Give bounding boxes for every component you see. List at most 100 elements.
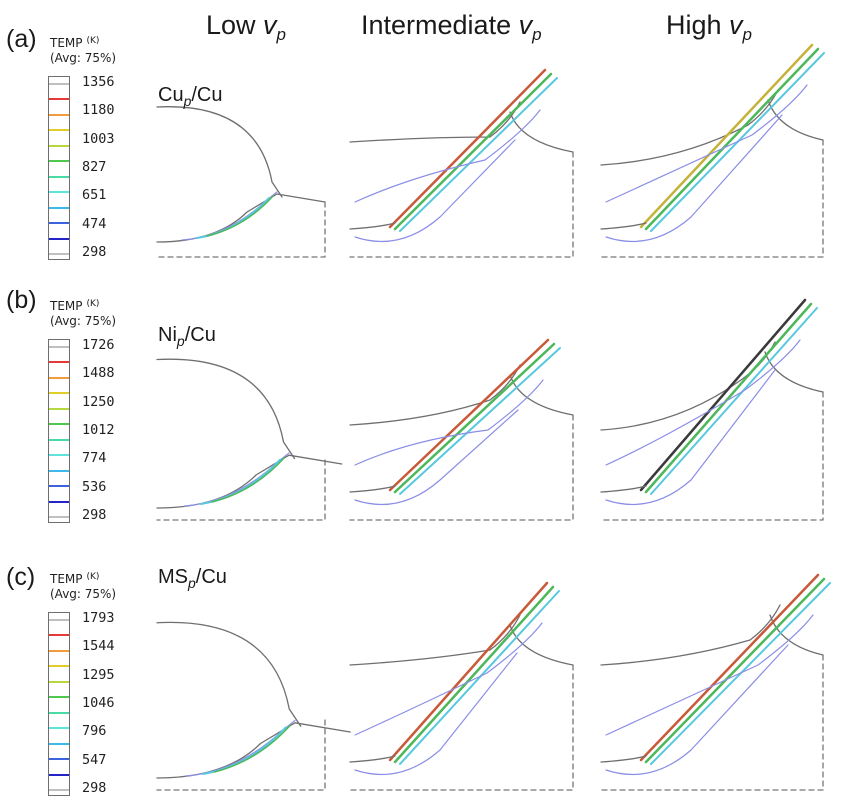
legend-value: 1544 xyxy=(82,638,115,655)
panel-b-high-jet-hot xyxy=(639,298,807,492)
panel-b-low-particle-outline xyxy=(156,358,296,460)
legend-value: 1046 xyxy=(82,695,115,711)
panel-c-high-interface xyxy=(600,755,647,763)
panel-b-low-substrate-edge xyxy=(156,459,326,521)
panel-b-int-jet-cool xyxy=(399,347,561,495)
panel-c-low-jet-cool xyxy=(202,726,287,775)
panel-letter-b: (b) xyxy=(6,286,37,314)
panel-c-high-jet-hot xyxy=(639,573,820,762)
panel-a-low-contour-outer xyxy=(181,191,278,241)
legend-value: 651 xyxy=(82,187,107,204)
legend-band xyxy=(49,773,69,776)
panel-a-high-crater-rim xyxy=(767,99,824,141)
panel-c-low-particle-outline xyxy=(156,621,302,727)
panel-a-high-jet-hot xyxy=(639,43,814,229)
panel-b-int-particle-outline xyxy=(349,364,521,426)
legend-value: 774 xyxy=(82,450,107,467)
legend-band xyxy=(49,500,69,503)
panel-b-high-crater-rim xyxy=(764,351,824,393)
legend-band xyxy=(49,175,69,178)
legend-value: 827 xyxy=(82,159,107,175)
panel-a-int-jet-mid xyxy=(393,72,553,231)
panel-a-int-contour-lower xyxy=(354,139,516,243)
panel-a-int-jet-hot xyxy=(388,68,547,229)
legend-band xyxy=(49,727,69,730)
panel-a-low-interface xyxy=(156,193,326,243)
panel-b-high-particle-outline xyxy=(600,341,776,431)
material-label-b: Nip/Cu xyxy=(158,324,216,349)
legend-value: 1726 xyxy=(82,337,115,353)
panel-a-low-particle-outline xyxy=(156,106,283,198)
column-heading-intermediate: Intermediate vp xyxy=(361,10,542,44)
panel-c-high-contour-upper xyxy=(605,614,814,736)
panel-letter-a: (a) xyxy=(6,25,37,53)
legend-band xyxy=(49,376,69,379)
legend-value: 1250 xyxy=(82,393,115,410)
panel-b-high-jet-cool xyxy=(650,307,818,495)
panel-a-int-contour-upper xyxy=(354,109,541,203)
panel-b-int-interface xyxy=(349,485,396,493)
panel-b-int-jet-mid xyxy=(393,342,556,494)
panel-c-low-contour-outer xyxy=(185,719,296,777)
panel-a-high-jet-mid xyxy=(644,47,820,231)
column-heading-high: High vp xyxy=(666,10,753,44)
simulation-panels xyxy=(156,43,831,791)
panel-a-low-jet-cool xyxy=(196,197,270,239)
column-heading-low: Low vp xyxy=(206,10,287,44)
legend-band xyxy=(49,361,69,364)
panel-b-int-contour-lower xyxy=(354,409,519,506)
legend-band xyxy=(49,634,69,637)
legend-band xyxy=(49,160,69,163)
panel-b-high-interface xyxy=(600,485,647,493)
panel-b-low-jet-mid xyxy=(211,456,286,503)
legend-title-c: TEMP (K) (Avg: 75%) xyxy=(50,572,117,601)
panel-a-int-interface xyxy=(349,222,396,230)
legend-band xyxy=(49,191,69,194)
legend-band xyxy=(49,129,69,132)
panel-c-high-jet-mid xyxy=(644,577,826,764)
legend-band xyxy=(49,407,69,410)
legend-band xyxy=(49,83,69,85)
legend-value: 1012 xyxy=(82,422,115,438)
legend-band xyxy=(49,516,69,518)
legend-value: 474 xyxy=(82,215,107,232)
legend-color-bar xyxy=(48,339,70,523)
panel-b-int-jet-hot xyxy=(388,338,550,492)
legend-value: 1180 xyxy=(82,102,115,119)
panel-a-low-jet-mid xyxy=(206,195,274,237)
panel-b-high-contour-lower xyxy=(605,369,776,506)
panel-c-low-substrate-edge xyxy=(156,719,326,791)
panel-a-int-crater-rim xyxy=(509,111,574,153)
material-label-a: Cup/Cu xyxy=(158,84,223,109)
panel-b-high-jet-mid xyxy=(644,302,813,494)
legend-color-bar xyxy=(48,76,70,260)
panel-c-int-contour-upper xyxy=(354,622,543,736)
legend-band xyxy=(49,665,69,668)
legend-band xyxy=(49,98,69,101)
panel-c-high-substrate-edge xyxy=(600,654,824,791)
legend-value: 547 xyxy=(82,751,107,768)
legend-band xyxy=(49,346,69,348)
legend-value: 298 xyxy=(82,780,107,796)
panel-b-high-substrate-edge xyxy=(600,391,824,521)
panel-a-high-substrate-edge xyxy=(600,139,824,258)
panel-b-low-jet-cool xyxy=(200,458,282,505)
panel-c-high-particle-outline xyxy=(600,604,781,666)
panel-a-high-contour-upper xyxy=(605,84,808,203)
panel-c-high-contour-lower xyxy=(605,644,789,776)
panel-c-int-jet-cool xyxy=(399,590,560,765)
legend-title-b: TEMP (K) (Avg: 75%) xyxy=(50,299,117,328)
legend-value: 298 xyxy=(82,507,107,523)
panel-letter-c: (c) xyxy=(6,563,36,591)
legend-band xyxy=(49,619,69,621)
legend-value: 1488 xyxy=(82,365,115,382)
legend-value: 298 xyxy=(82,244,107,260)
legend-band xyxy=(49,696,69,699)
legend-band xyxy=(49,253,69,255)
legend-band xyxy=(49,222,69,225)
legend-title-a: TEMP (K) (Avg: 75%) xyxy=(50,36,117,65)
panel-a-high-particle-outline xyxy=(600,89,779,166)
panel-c-int-jet-mid xyxy=(393,585,555,764)
legend-band xyxy=(49,680,69,683)
